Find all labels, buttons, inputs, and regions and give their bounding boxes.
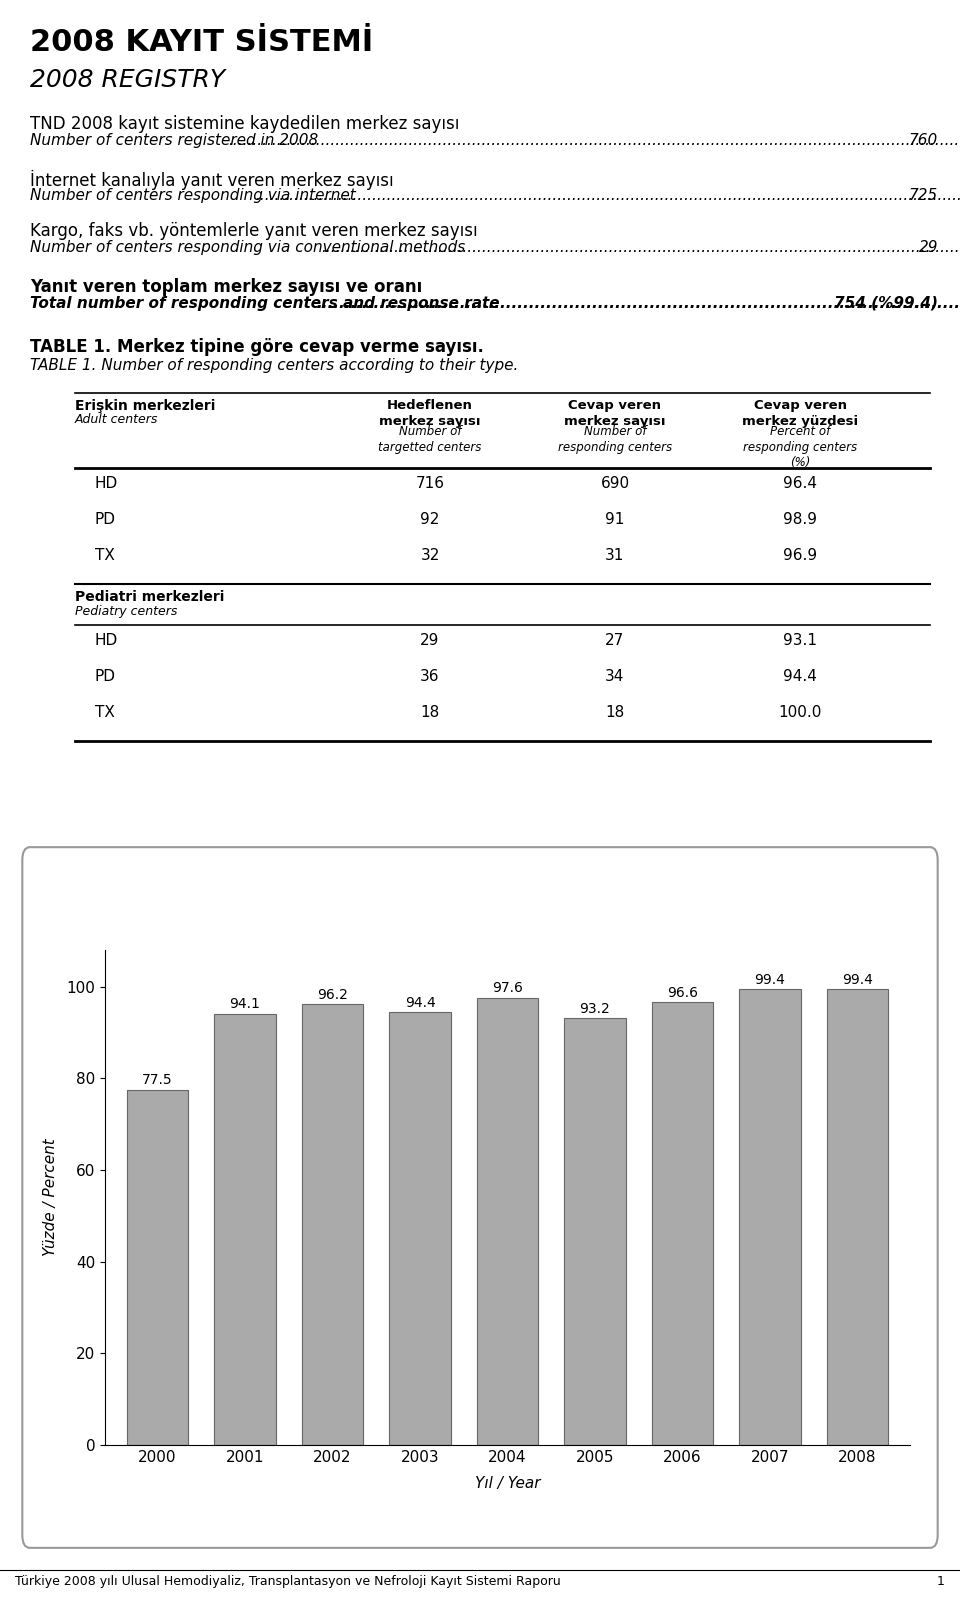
Text: Türkiye 2008 yılı Ulusal Hemodiyaliz, Transplantasyon ve Nefroloji Kayıt Sistemi: Türkiye 2008 yılı Ulusal Hemodiyaliz, Tr… (15, 1575, 561, 1587)
Bar (390, 1013, 450, 1444)
Text: 32: 32 (420, 547, 440, 563)
Text: Number of centers responding via internet: Number of centers responding via interne… (30, 188, 356, 202)
Text: TX: TX (95, 547, 115, 563)
Text: Yıllara göre yanıt oranı: Yıllara göre yanıt oranı (386, 878, 574, 896)
Text: İnternet kanalıyla yanıt veren merkez sayısı: İnternet kanalıyla yanıt veren merkez sa… (30, 170, 394, 189)
Text: 99.4: 99.4 (755, 973, 785, 987)
Text: Hedeflenen
merkez sayısı: Hedeflenen merkez sayısı (379, 400, 481, 427)
Y-axis label: Yüzde / Percent: Yüzde / Percent (43, 1138, 58, 1257)
Text: PD: PD (95, 512, 116, 526)
Text: ................................................................................: ........................................… (255, 188, 960, 202)
Text: 94.4: 94.4 (404, 997, 436, 1010)
Text: 96.9: 96.9 (783, 547, 817, 563)
Text: 716: 716 (416, 477, 444, 491)
Text: Number of
targetted centers: Number of targetted centers (378, 425, 482, 454)
Text: 27: 27 (606, 632, 625, 648)
Text: Kargo, faks vb. yöntemlerle yanıt veren merkez sayısı: Kargo, faks vb. yöntemlerle yanıt veren … (30, 221, 478, 241)
Bar (214, 1014, 276, 1444)
Text: 754 (%99.4): 754 (%99.4) (834, 295, 938, 311)
Text: 91: 91 (606, 512, 625, 526)
Text: Cevap veren
merkez yüzdesi: Cevap veren merkez yüzdesi (742, 400, 858, 427)
Text: 690: 690 (600, 477, 630, 491)
Bar (564, 1018, 626, 1444)
Text: 29: 29 (919, 241, 938, 255)
Text: 98.9: 98.9 (783, 512, 817, 526)
Text: ................................................................................: ........................................… (316, 295, 960, 311)
Text: TX: TX (95, 705, 115, 721)
Text: 725: 725 (909, 188, 938, 202)
Text: 18: 18 (420, 705, 440, 721)
Text: 34: 34 (606, 669, 625, 684)
Text: Yanıt veren toplam merkez sayısı ve oranı: Yanıt veren toplam merkez sayısı ve oran… (30, 278, 422, 295)
Text: PD: PD (95, 669, 116, 684)
Text: Response rate by years: Response rate by years (390, 896, 570, 912)
Text: 93.1: 93.1 (783, 632, 817, 648)
Text: ................................................................................: ........................................… (228, 133, 960, 148)
Text: Total number of responding centers and response rate: Total number of responding centers and r… (30, 295, 499, 311)
Text: HD: HD (95, 477, 118, 491)
Bar (127, 1090, 188, 1444)
Text: 2008 KAYIT SİSTEMİ: 2008 KAYIT SİSTEMİ (30, 27, 373, 58)
Text: TND 2008 kayıt sistemine kaydedilen merkez sayısı: TND 2008 kayıt sistemine kaydedilen merk… (30, 116, 460, 133)
Text: 77.5: 77.5 (142, 1074, 173, 1088)
Text: Pediatry centers: Pediatry centers (75, 605, 178, 618)
Text: 100.0: 100.0 (779, 705, 822, 721)
Text: HD: HD (95, 632, 118, 648)
Text: 99.4: 99.4 (842, 973, 873, 987)
Text: 94.4: 94.4 (783, 669, 817, 684)
Text: Cevap veren
merkez sayısı: Cevap veren merkez sayısı (564, 400, 665, 427)
Text: Pediatri merkezleri: Pediatri merkezleri (75, 591, 225, 603)
Text: Number of centers registered in 2008: Number of centers registered in 2008 (30, 133, 319, 148)
Text: 18: 18 (606, 705, 625, 721)
Text: TABLE 1. Number of responding centers according to their type.: TABLE 1. Number of responding centers ac… (30, 358, 518, 372)
Text: Erişkin merkezleri: Erişkin merkezleri (75, 400, 215, 412)
Text: 96.2: 96.2 (317, 987, 348, 1002)
Text: 760: 760 (909, 133, 938, 148)
Text: 94.1: 94.1 (229, 997, 260, 1011)
Text: Number of centers responding via conventional methods: Number of centers responding via convent… (30, 241, 466, 255)
Text: Adult centers: Adult centers (75, 412, 158, 425)
Bar (652, 1002, 713, 1444)
Text: 2008 REGISTRY: 2008 REGISTRY (30, 67, 226, 91)
Text: 96.6: 96.6 (667, 985, 698, 1000)
Text: Percent of
responding centers
(%): Percent of responding centers (%) (743, 425, 857, 469)
X-axis label: Yıl / Year: Yıl / Year (475, 1477, 540, 1491)
Bar (477, 998, 539, 1444)
Text: 31: 31 (606, 547, 625, 563)
Text: 96.4: 96.4 (783, 477, 817, 491)
Text: 92: 92 (420, 512, 440, 526)
Bar (827, 989, 888, 1444)
Text: ................................................................................: ........................................… (322, 241, 960, 255)
Bar (301, 1005, 363, 1444)
Bar (739, 989, 801, 1444)
Text: 97.6: 97.6 (492, 981, 523, 995)
Text: Number of
responding centers: Number of responding centers (558, 425, 672, 454)
Text: 36: 36 (420, 669, 440, 684)
Text: 29: 29 (420, 632, 440, 648)
Text: 93.2: 93.2 (580, 1002, 611, 1016)
Text: TABLE 1. Merkez tipine göre cevap verme sayısı.: TABLE 1. Merkez tipine göre cevap verme … (30, 339, 484, 356)
Text: 1: 1 (937, 1575, 945, 1587)
